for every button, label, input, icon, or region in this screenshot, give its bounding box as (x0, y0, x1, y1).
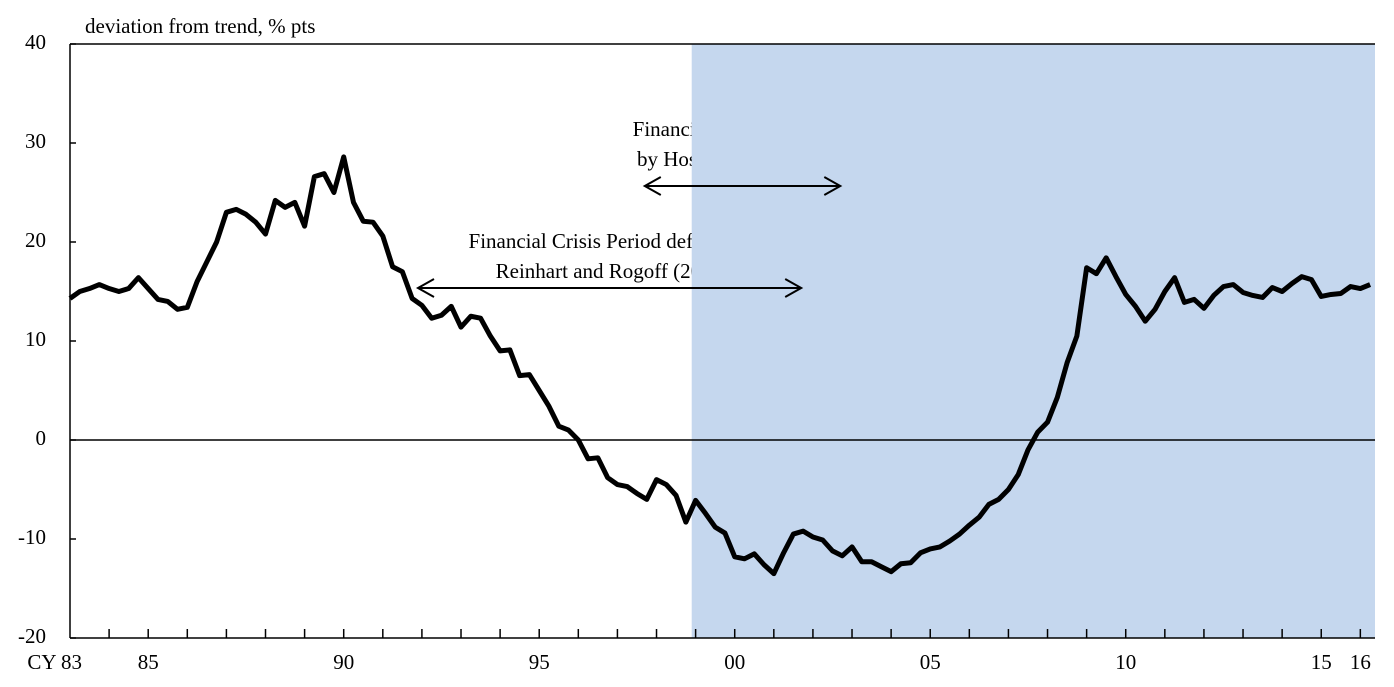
period-arrow (415, 278, 804, 298)
x-tick-label: CY 83 (27, 650, 82, 674)
x-tick-label: 90 (333, 650, 354, 674)
data-line (68, 154, 1372, 577)
y-tick-label: 0 (36, 426, 47, 450)
x-tick-label: 10 (1115, 650, 1136, 674)
x-tick-label: 00 (724, 650, 745, 674)
y-tick-label: -20 (18, 624, 46, 648)
chart-title: deviation from trend, % pts (85, 14, 315, 38)
x-tick-label: 15 (1311, 650, 1332, 674)
annotation-text: Reinhart and Rogoff (2011) (496, 259, 729, 283)
x-tick-label: 85 (138, 650, 159, 674)
y-tick-label: 30 (25, 129, 46, 153)
x-tick-label: 95 (529, 650, 550, 674)
y-tick-label: 20 (25, 228, 46, 252)
x-tick-label: 16 (1350, 650, 1371, 674)
y-tick-label: 40 (25, 30, 46, 54)
y-tick-label: -10 (18, 525, 46, 549)
shaded-period (691, 44, 1375, 638)
y-tick-label: 10 (25, 327, 46, 351)
period-arrow (642, 176, 843, 196)
x-tick-label: 05 (920, 650, 941, 674)
